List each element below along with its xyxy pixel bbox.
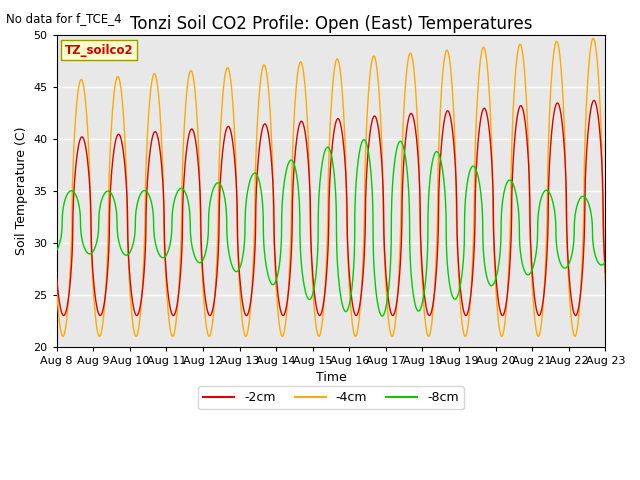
Text: No data for f_TCE_4: No data for f_TCE_4 [6, 12, 122, 25]
X-axis label: Time: Time [316, 372, 346, 384]
Y-axis label: Soil Temperature (C): Soil Temperature (C) [15, 126, 28, 255]
Legend: -2cm, -4cm, -8cm: -2cm, -4cm, -8cm [198, 386, 464, 409]
Title: Tonzi Soil CO2 Profile: Open (East) Temperatures: Tonzi Soil CO2 Profile: Open (East) Temp… [130, 15, 532, 33]
Text: TZ_soilco2: TZ_soilco2 [65, 44, 134, 57]
